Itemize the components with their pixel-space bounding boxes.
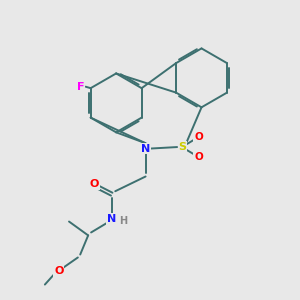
Text: N: N (107, 214, 116, 224)
Text: O: O (194, 152, 203, 162)
Text: O: O (194, 132, 203, 142)
Text: H: H (119, 216, 127, 226)
Text: O: O (89, 179, 99, 189)
Text: S: S (178, 142, 186, 152)
Text: N: N (141, 143, 150, 154)
Text: O: O (54, 266, 63, 276)
Text: F: F (76, 82, 84, 92)
